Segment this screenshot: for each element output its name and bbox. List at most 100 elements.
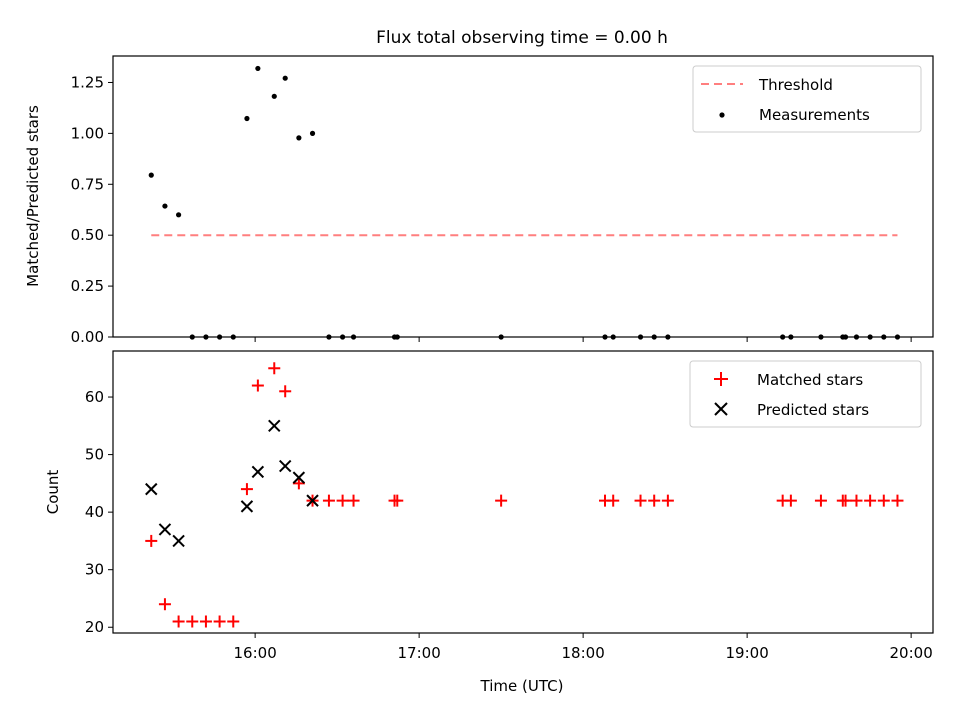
matched-star-point — [607, 494, 620, 507]
predicted-star-stroke — [292, 471, 306, 484]
matched-star-point — [347, 494, 360, 507]
count-points — [145, 362, 904, 628]
top-ytick-label: 0.25 — [71, 277, 104, 295]
legend-threshold-label: Threshold — [758, 76, 833, 94]
measurement-points — [148, 65, 901, 340]
predicted-star-point — [278, 459, 292, 473]
matched-star-point — [661, 494, 674, 507]
legend-matched-swatch — [714, 372, 728, 386]
top-ytick-label: 1.00 — [71, 124, 104, 142]
matched-star-point — [495, 494, 508, 507]
bottom-xtick-label: 18:00 — [562, 644, 605, 662]
measurement-point — [217, 334, 223, 340]
predicted-star-stroke — [306, 494, 319, 507]
matched-star-point — [850, 494, 863, 507]
matched-star-point — [634, 494, 647, 507]
measurement-point — [282, 75, 288, 81]
measurement-point — [296, 135, 302, 141]
top-ytick-label: 0.75 — [71, 175, 104, 193]
predicted-star-stroke — [172, 534, 185, 548]
measurement-point — [665, 334, 671, 340]
measurement-point — [867, 334, 873, 340]
predicted-star-stroke — [158, 523, 172, 536]
matched-star-point — [292, 477, 305, 490]
bottom-xtick-label: 16:00 — [234, 644, 277, 662]
measurement-point — [340, 334, 346, 340]
matched-star-point — [391, 494, 404, 507]
predicted-star-point — [292, 471, 306, 484]
matched-star-point — [158, 598, 171, 611]
measurement-point — [610, 334, 616, 340]
matched-star-point — [227, 615, 240, 628]
measurement-point — [651, 334, 657, 340]
measurement-point — [255, 65, 261, 72]
matched-star-point — [839, 494, 852, 507]
legend-measurements-label: Measurements — [759, 106, 870, 124]
matched-star-point — [279, 385, 292, 398]
measurement-point — [394, 334, 400, 340]
measurement-point — [271, 93, 277, 99]
matched-star-point — [268, 362, 281, 375]
matched-star-point — [186, 615, 199, 628]
measurement-point — [498, 334, 504, 340]
bottom-xtick-label: 19:00 — [726, 644, 769, 662]
bottom-ytick-label: 60 — [85, 388, 104, 406]
bottom-ytick-label: 20 — [85, 618, 104, 636]
measurement-point — [244, 115, 250, 122]
predicted-star-point — [240, 500, 254, 513]
bottom-legend: Matched stars Predicted stars — [689, 360, 922, 428]
matched-star-point — [172, 615, 185, 628]
legend-predicted-swatch — [714, 402, 728, 416]
predicted-star-point — [268, 419, 281, 433]
bottom-ytick-label: 30 — [85, 561, 104, 579]
predicted-star-point — [172, 534, 185, 548]
measurement-point — [788, 334, 794, 340]
predicted-star-point — [251, 465, 265, 479]
measurement-point — [309, 130, 316, 136]
bottom-ytick-label: 50 — [85, 446, 104, 464]
measurement-point — [780, 334, 786, 340]
bottom-x-ticks: 16:00 17:00 18:00 19:00 20:00 — [234, 633, 933, 662]
bottom-plot-frame — [112, 350, 934, 634]
bottom-legend-box — [689, 360, 922, 428]
matched-star-point — [648, 494, 661, 507]
measurement-point — [189, 334, 195, 340]
measurement-point — [162, 203, 168, 209]
measurement-point — [176, 212, 182, 218]
measurement-point — [602, 334, 608, 340]
measurement-point — [842, 334, 849, 340]
top-legend: Threshold Measurements — [692, 65, 922, 133]
measurement-point — [326, 334, 332, 340]
predicted-star-point — [158, 523, 172, 536]
measurement-point — [853, 334, 860, 340]
bottom-xtick-label: 20:00 — [890, 644, 933, 662]
matched-star-point — [240, 483, 253, 496]
top-legend-box — [692, 65, 922, 133]
bottom-y-ticks: 20 30 40 50 60 — [85, 388, 113, 636]
predicted-star-stroke — [251, 465, 265, 479]
matched-star-point — [322, 494, 335, 507]
bottom-ytick-label: 40 — [85, 503, 104, 521]
measurement-point — [230, 334, 236, 340]
predicted-star-point — [145, 482, 158, 496]
top-y-ticks: 0.00 0.25 0.50 0.75 1.00 1.25 — [71, 73, 113, 346]
matched-star-point — [336, 494, 349, 507]
matched-star-point — [891, 494, 904, 507]
top-ytick-label: 1.25 — [71, 73, 104, 91]
measurement-point — [350, 334, 357, 340]
matched-star-point — [251, 379, 264, 392]
predicted-star-stroke — [268, 419, 281, 433]
matched-star-point — [877, 494, 890, 507]
bottom-xtick-label: 17:00 — [398, 644, 441, 662]
predicted-star-stroke — [278, 459, 292, 473]
top-panel: Flux total observing time = 0.00 h Match… — [24, 28, 934, 346]
matched-star-point — [213, 615, 226, 628]
top-ytick-label: 0.00 — [71, 328, 104, 346]
predicted-star-stroke — [240, 500, 254, 513]
legend-predicted-label: Predicted stars — [757, 401, 869, 419]
top-ylabel: Matched/Predicted stars — [24, 105, 42, 287]
top-title: Flux total observing time = 0.00 h — [376, 28, 668, 48]
measurement-point — [818, 334, 824, 340]
matched-star-point — [199, 615, 212, 628]
